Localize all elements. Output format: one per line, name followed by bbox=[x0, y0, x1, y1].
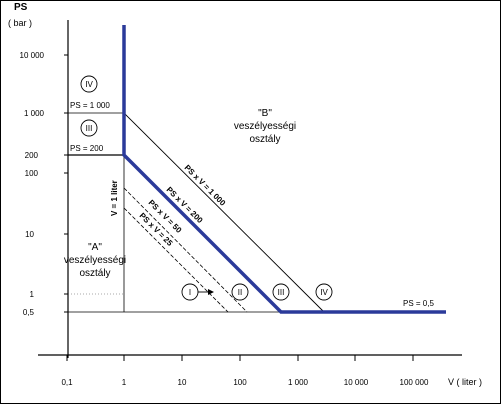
ps-200-label: PS = 200 bbox=[70, 144, 104, 153]
category-marker-iii-top: III bbox=[80, 119, 98, 137]
region-b-label: "B" veszélyességi osztály bbox=[234, 108, 296, 145]
y-axis-title: PS bbox=[14, 2, 28, 13]
region-a-line: veszélyességi bbox=[64, 255, 126, 266]
x-tick-label: 100 bbox=[233, 378, 247, 387]
y-tick-label: 200 bbox=[25, 151, 39, 160]
category-marker-iii: III bbox=[272, 283, 290, 301]
category-i-arrowhead bbox=[208, 289, 214, 295]
y-tick-labels: 10 000 1 000 200 100 10 1 0,5 bbox=[20, 51, 45, 317]
category-boundary-line bbox=[122, 25, 446, 314]
category-marker-i: I bbox=[181, 283, 199, 301]
region-b-line: veszélyességi bbox=[234, 121, 296, 132]
category-marker-iv-top: IV bbox=[80, 75, 98, 93]
x-tick-label: 1 000 bbox=[288, 378, 309, 387]
y-tick-label: 100 bbox=[25, 169, 39, 178]
x-tick-label: 10 000 bbox=[344, 378, 369, 387]
region-a-line: "A" bbox=[88, 242, 102, 253]
y-tick-label: 0,5 bbox=[23, 308, 35, 317]
x-axis-ticks bbox=[66, 355, 414, 361]
svg-text:III: III bbox=[86, 124, 93, 133]
ps-05-label: PS = 0,5 bbox=[403, 299, 434, 308]
ps-1000-label: PS = 1 000 bbox=[70, 101, 110, 110]
y-axis-unit: ( bar ) bbox=[8, 18, 32, 28]
y-tick-label: 1 bbox=[30, 290, 35, 299]
svg-text:III: III bbox=[278, 288, 285, 297]
y-tick-label: 10 bbox=[25, 230, 34, 239]
category-marker-ii: II bbox=[231, 283, 249, 301]
psv-50-line bbox=[123, 187, 248, 313]
psv-1000-label: PS x V = 1 000 bbox=[183, 163, 228, 208]
category-marker-iv: IV bbox=[315, 283, 333, 301]
psv-25-line bbox=[123, 207, 229, 313]
x-tick-label: 100 000 bbox=[400, 378, 429, 387]
x-tick-labels: 0,1 1 10 100 1 000 10 000 100 000 bbox=[61, 378, 429, 387]
y-axis-ticks bbox=[64, 54, 68, 313]
x-tick-label: 1 bbox=[122, 378, 127, 387]
psv-1000-line bbox=[123, 112, 325, 313]
x-axis-title: V ( liter ) bbox=[448, 377, 482, 387]
svg-text:II: II bbox=[238, 288, 242, 297]
y-tick-label: 10 000 bbox=[20, 51, 45, 60]
y-tick-label: 1 000 bbox=[24, 109, 45, 118]
region-a-label: "A" veszélyességi osztály bbox=[64, 242, 126, 279]
x-tick-label: 0,1 bbox=[61, 378, 73, 387]
v-1-label: V = 1 liter bbox=[110, 180, 119, 216]
region-b-line: osztály bbox=[249, 134, 280, 145]
region-a-line: osztály bbox=[79, 268, 110, 279]
svg-text:I: I bbox=[189, 288, 191, 297]
svg-text:IV: IV bbox=[320, 288, 328, 297]
svg-text:IV: IV bbox=[85, 80, 93, 89]
x-tick-label: 10 bbox=[178, 378, 187, 387]
region-b-line: "B" bbox=[258, 108, 272, 119]
